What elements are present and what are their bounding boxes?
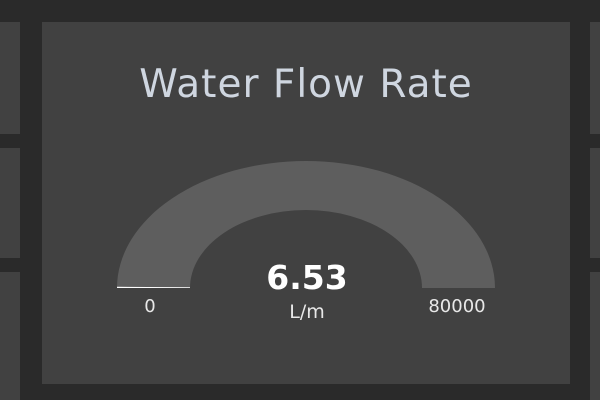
gauge-value: 6.53 <box>266 258 348 297</box>
partial-panel-left-top <box>0 22 20 134</box>
gauge-title: Water Flow Rate <box>139 62 473 107</box>
partial-panel-right-top <box>590 22 600 134</box>
partial-panel-right-bottom <box>590 272 600 400</box>
gauge-unit: L/m <box>289 301 325 323</box>
water-flow-gauge-card: Water Flow Rate 6.53 L/m 0 80000 <box>42 22 570 384</box>
partial-panel-left-middle <box>0 148 20 258</box>
gauge-min-label: 0 <box>144 296 156 317</box>
gauge-max-label: 80000 <box>428 296 486 317</box>
gauge <box>117 161 495 288</box>
partial-panel-right-middle <box>590 148 600 258</box>
gauge-fill <box>117 286 191 288</box>
partial-panel-left-bottom <box>0 272 20 400</box>
gauge-track <box>117 161 495 288</box>
